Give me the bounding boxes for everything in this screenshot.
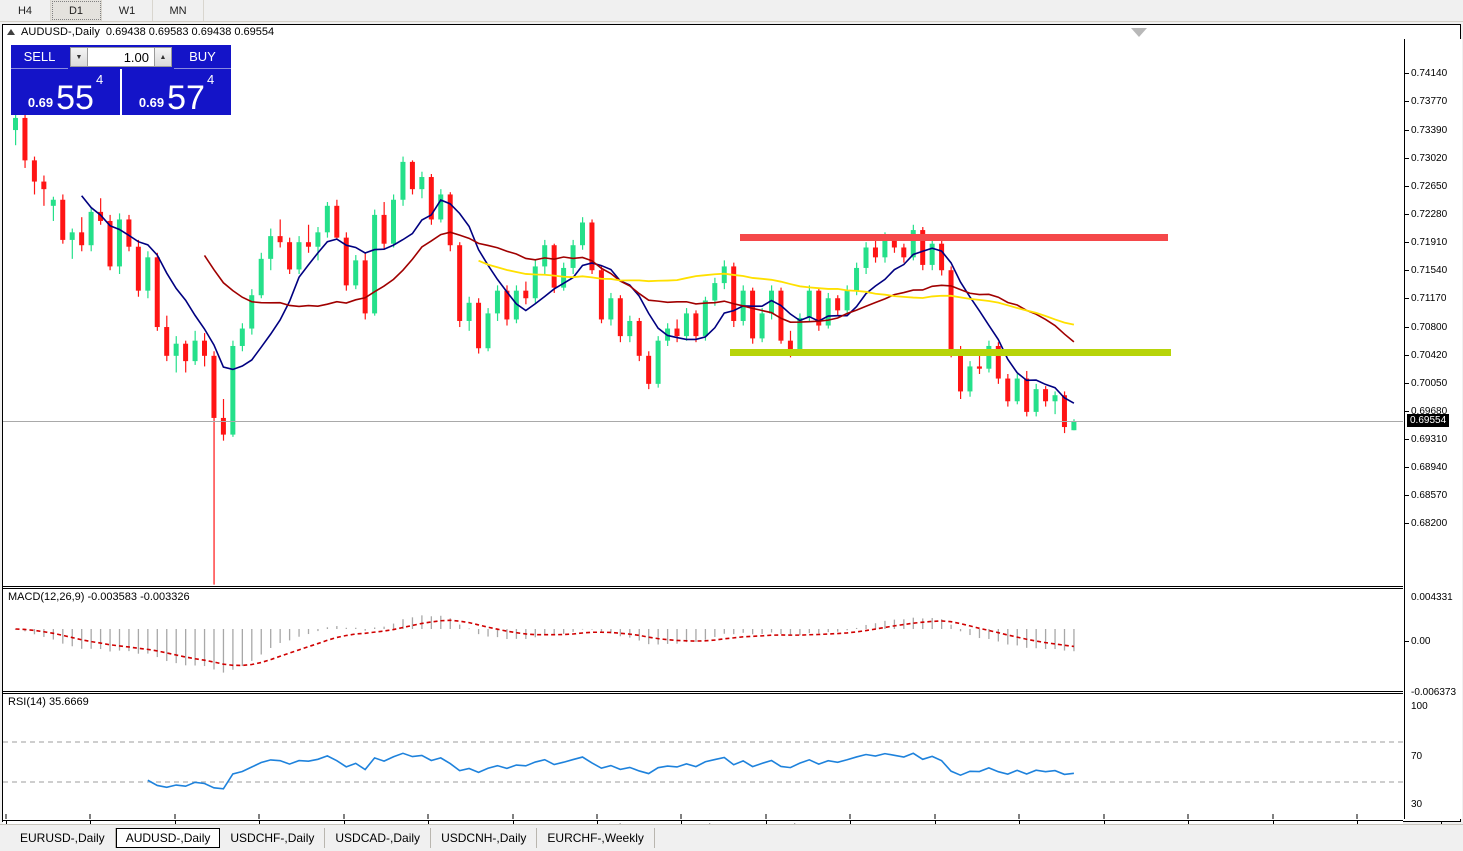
chart-ohlc-values: 0.69438 0.69583 0.69438 0.69554: [105, 26, 275, 38]
buy-price-display[interactable]: 0.69 57 4: [122, 69, 231, 115]
macd-tick: 0.00: [1405, 636, 1430, 647]
chart-tab-audusd[interactable]: AUDUSD-,Daily: [115, 828, 221, 848]
buy-price-pips: 57: [167, 79, 205, 118]
sell-price-prefix: 0.69: [27, 95, 54, 110]
price-tick: 0.68570: [1405, 490, 1447, 501]
price-scale[interactable]: 0.74140 0.73770 0.73390 0.73020 0.72650 0.722…: [1404, 39, 1462, 839]
rsi-tick: 30: [1411, 799, 1423, 810]
price-tick: 0.70050: [1405, 378, 1447, 389]
price-tick: 0.68940: [1405, 462, 1447, 473]
price-tick: 0.73770: [1405, 96, 1447, 107]
triangle-down-icon[interactable]: [1131, 28, 1147, 37]
price-tick: 0.71170: [1405, 293, 1446, 304]
date-tick: [1188, 821, 1189, 825]
macd-label: MACD(12,26,9) -0.003583 -0.003326: [8, 591, 190, 603]
rsi-label: RSI(14) 35.6669: [8, 696, 89, 708]
chart-tab-eurusd[interactable]: EURUSD-,Daily: [10, 828, 116, 848]
chevron-up-icon[interactable]: ▲: [154, 47, 172, 67]
date-tick: [1273, 821, 1274, 825]
current-price-label: 0.69554: [1407, 414, 1450, 428]
chart-frame: AUDUSD-,Daily 0.69438 0.69583 0.69438 0.…: [2, 24, 1463, 839]
chart-tab-usdcnh[interactable]: USDCNH-,Daily: [431, 828, 538, 848]
rsi-plot: [3, 741, 1403, 819]
price-tick: 0.69680: [1405, 406, 1447, 417]
candlestick-plot: [13, 89, 1077, 585]
buy-price-prefix: 0.69: [138, 95, 165, 110]
one-click-trading-panel[interactable]: SELL ▼ 1.00 ▲ BUY 0.69 55 4 0.69 57 4: [11, 45, 231, 115]
chart-title-row: AUDUSD-,Daily 0.69438 0.69583 0.69438 0.…: [3, 25, 1460, 39]
sell-price-pips: 55: [56, 79, 94, 118]
date-tick: [850, 821, 851, 825]
price-tick: 0.69310: [1405, 434, 1447, 445]
chart-tabs-bar[interactable]: EURUSD-,Daily AUDUSD-,Daily USDCHF-,Daily U…: [0, 824, 1463, 851]
chart-tab-eurchf[interactable]: EURCHF-,Weekly: [537, 828, 655, 848]
timeframe-tab-d1[interactable]: D1: [51, 0, 102, 21]
price-tick: 0.72650: [1405, 181, 1447, 192]
timeframe-tab-w1[interactable]: W1: [102, 0, 153, 21]
chart-symbol-title: AUDUSD-,Daily: [21, 26, 100, 38]
date-tick: [513, 821, 514, 825]
price-tick: 0.70420: [1405, 350, 1447, 361]
volume-input[interactable]: 1.00: [88, 47, 154, 67]
date-tick: [681, 821, 682, 825]
date-tick: [1019, 821, 1020, 825]
rsi-pane[interactable]: RSI(14) 35.6669: [3, 693, 1403, 819]
date-tick: [175, 821, 176, 825]
date-tick: [6, 821, 7, 825]
sell-price-display[interactable]: 0.69 55 4: [11, 69, 120, 115]
date-tick: [1441, 821, 1442, 825]
price-tick: 0.71910: [1405, 237, 1447, 248]
macd-tick: -0.006373: [1411, 687, 1457, 698]
price-tick: 0.70800: [1405, 322, 1447, 333]
triangle-up-icon[interactable]: [7, 29, 15, 35]
toolbar-spacer: [204, 0, 1463, 21]
buy-button[interactable]: BUY: [174, 45, 231, 69]
date-tick: [935, 821, 936, 825]
sell-button[interactable]: SELL: [11, 45, 68, 69]
price-tick: 0.72280: [1405, 209, 1447, 220]
timeframe-tab-mn[interactable]: MN: [153, 0, 204, 21]
price-tick: 0.73020: [1405, 153, 1447, 164]
resistance-line[interactable]: [740, 233, 1168, 241]
macd-tick: 0.004331: [1411, 592, 1453, 603]
date-tick: [90, 821, 91, 825]
sell-price-fraction: 4: [95, 72, 104, 87]
timeframe-toolbar: H4 D1 W1 MN: [0, 0, 1463, 22]
price-tick: 0.71540: [1405, 265, 1447, 276]
date-tick: [1357, 821, 1358, 825]
price-tick: 0.74140: [1405, 68, 1447, 79]
price-tick: 0.68200: [1405, 518, 1447, 529]
support-line[interactable]: [730, 349, 1171, 357]
current-price-line: [3, 421, 1403, 423]
date-tick: [1104, 821, 1105, 825]
buy-price-fraction: 4: [206, 72, 215, 87]
price-pane[interactable]: [3, 39, 1403, 587]
rsi-tick: 70: [1411, 751, 1423, 762]
rsi-tick: 100: [1411, 701, 1428, 712]
date-tick: [597, 821, 598, 825]
chart-tab-usdchf[interactable]: USDCHF-,Daily: [220, 828, 326, 848]
date-tick: [344, 821, 345, 825]
date-tick: [428, 821, 429, 825]
price-tick: 0.73390: [1405, 125, 1447, 136]
chart-tab-usdcad[interactable]: USDCAD-,Daily: [325, 828, 432, 848]
macd-plot: [14, 615, 1075, 673]
timeframe-tab-h4[interactable]: H4: [0, 0, 51, 21]
date-tick: [259, 821, 260, 825]
chevron-down-icon[interactable]: ▼: [70, 47, 88, 67]
date-tick: [766, 821, 767, 825]
macd-pane[interactable]: MACD(12,26,9) -0.003583 -0.003326: [3, 588, 1403, 692]
volume-stepper[interactable]: ▼ 1.00 ▲: [68, 45, 174, 69]
